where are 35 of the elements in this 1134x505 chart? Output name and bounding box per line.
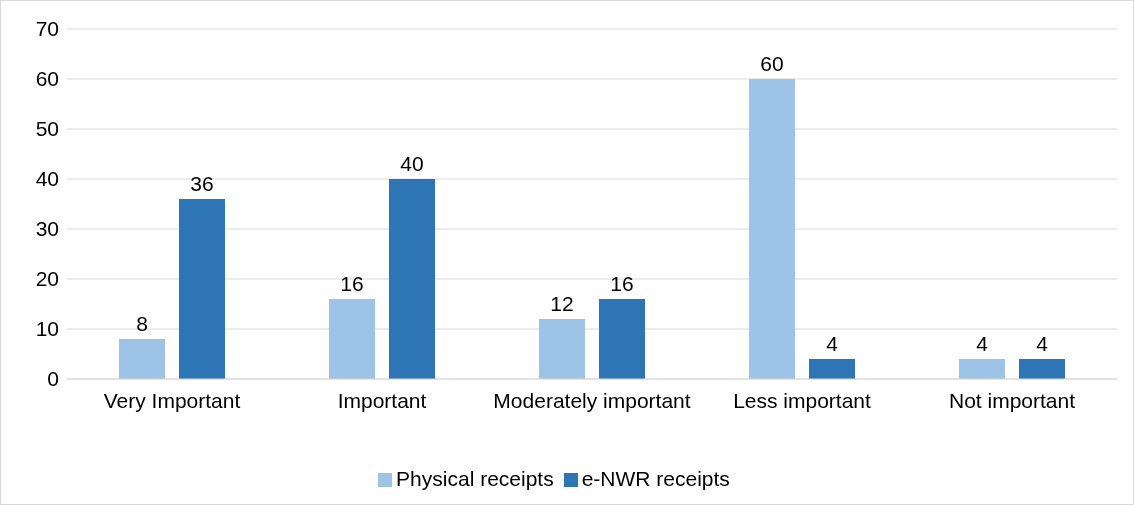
bar [179,199,225,379]
y-tick-label: 10 [35,317,59,341]
data-label: 16 [610,272,634,295]
data-label: 4 [976,332,989,355]
bar [119,339,165,379]
data-label: 4 [1036,332,1049,355]
data-label: 8 [136,312,148,335]
x-tick-label: Moderately important [493,388,691,412]
x-tick-label: Important [337,388,427,412]
data-label: 40 [400,152,424,175]
data-label: 60 [760,52,784,75]
data-label: 12 [550,292,574,315]
y-tick-label: 20 [35,267,59,291]
bar [539,319,585,379]
bar [389,179,435,379]
bar [329,299,375,379]
bar [809,359,855,379]
x-tick-label: Not important [948,388,1076,412]
y-tick-label: 30 [35,217,59,241]
y-tick-label: 0 [47,367,59,391]
legend-label: e-NWR receipts [581,467,730,490]
x-tick-label: Less important [733,388,872,412]
y-tick-label: 40 [35,167,59,191]
y-tick-label: 70 [35,17,59,41]
bar [1019,359,1065,379]
x-tick-label: Very Important [103,388,241,412]
bar [749,79,795,379]
bar [599,299,645,379]
data-label: 16 [340,272,364,295]
data-label: 4 [826,332,839,355]
data-label: 36 [190,172,214,195]
y-tick-label: 50 [35,117,59,141]
y-tick-label: 60 [35,67,59,91]
bar [959,359,1005,379]
legend-label: Physical receipts [396,467,554,490]
